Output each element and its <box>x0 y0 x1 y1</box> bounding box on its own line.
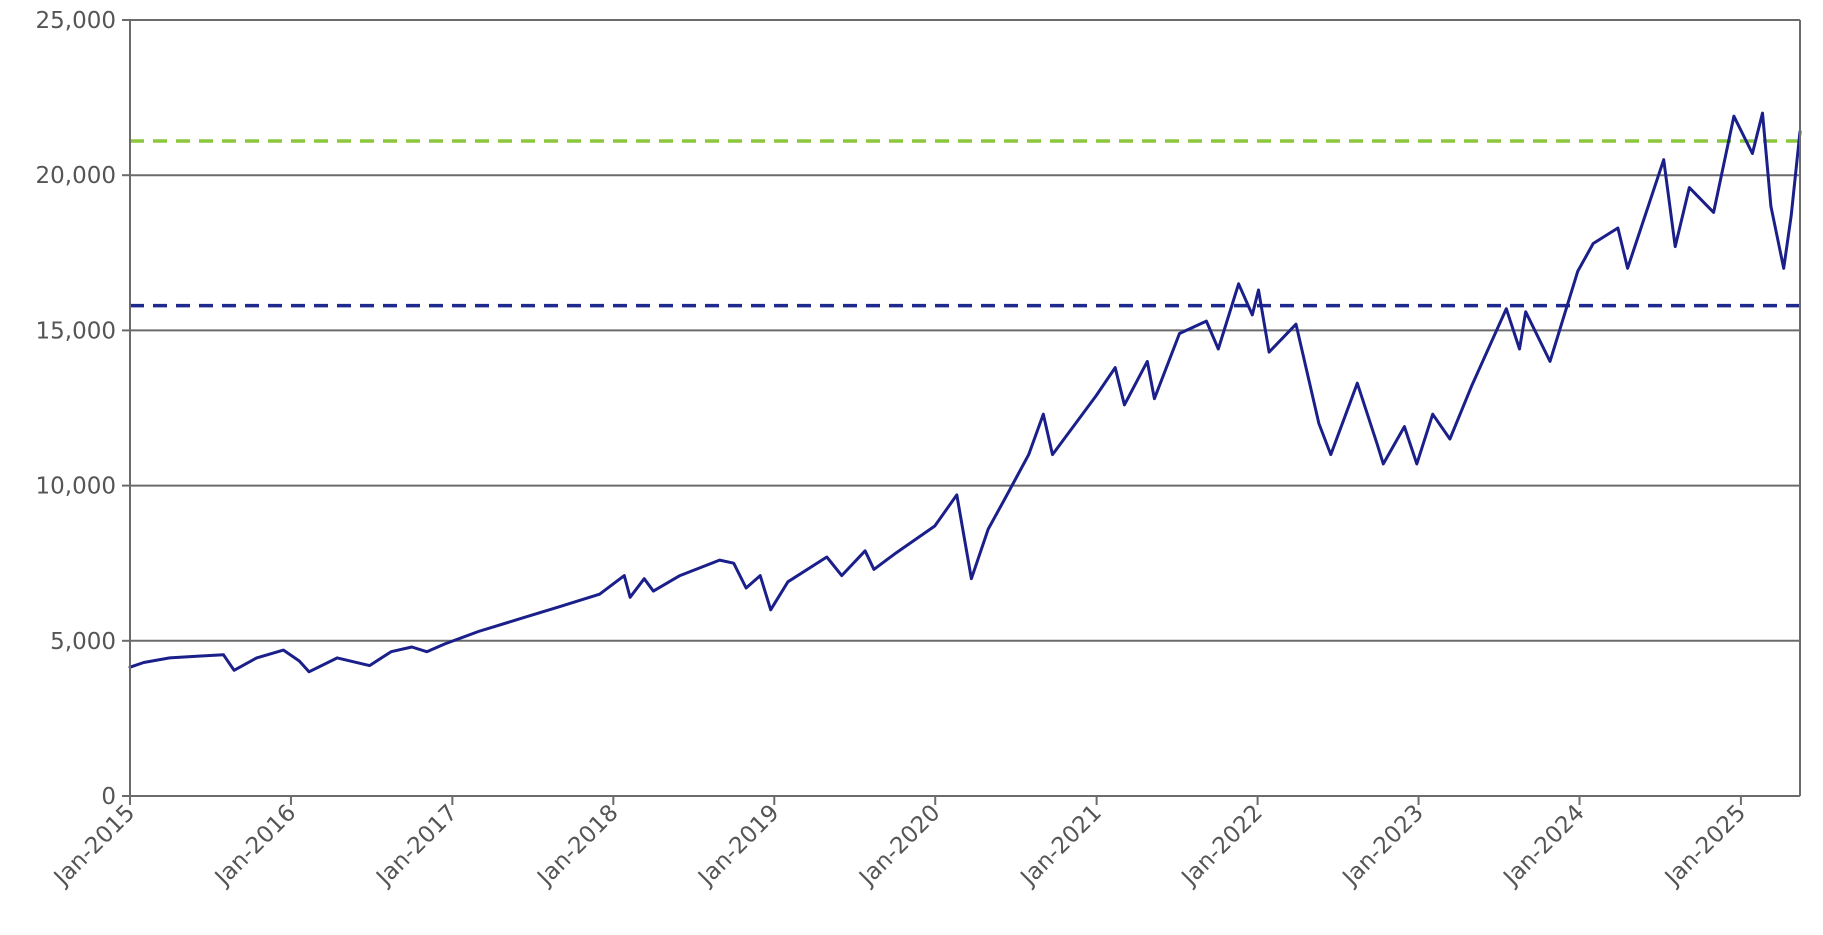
y-tick-label: 20,000 <box>36 163 116 189</box>
y-tick-label: 15,000 <box>36 318 116 344</box>
x-axis-tick-labels: Jan-2015 Jan-2016 Jan-2017 Jan-2018 Jan-2019… <box>48 800 1751 892</box>
reference-lines <box>130 139 1800 308</box>
y-tick-label: 0 <box>101 784 116 810</box>
y-tick-label: 25,000 <box>36 8 116 34</box>
y-tick-label: 10,000 <box>36 474 116 500</box>
x-tick-label: Jan-2022 <box>1176 800 1268 892</box>
x-tick-label: Jan-2018 <box>531 800 623 892</box>
gridlines <box>130 19 1800 642</box>
x-tick-label: Jan-2020 <box>853 800 945 892</box>
x-tick-label: Jan-2023 <box>1337 800 1429 892</box>
series-line <box>128 111 1802 674</box>
axes <box>122 19 1801 805</box>
x-tick-label: Jan-2021 <box>1015 800 1107 892</box>
x-tick-label: Jan-2017 <box>370 800 462 892</box>
y-tick-label: 5,000 <box>50 629 116 655</box>
y-axis-tick-labels: 0 5,000 10,000 15,000 20,000 25,000 <box>36 8 116 810</box>
x-tick-label: Jan-2025 <box>1659 800 1751 892</box>
x-tick-label: Jan-2016 <box>209 800 301 892</box>
series-layer <box>128 111 1802 674</box>
x-tick-label: Jan-2015 <box>48 800 140 892</box>
x-tick-label: Jan-2024 <box>1498 800 1590 892</box>
x-tick-label: Jan-2019 <box>692 800 784 892</box>
